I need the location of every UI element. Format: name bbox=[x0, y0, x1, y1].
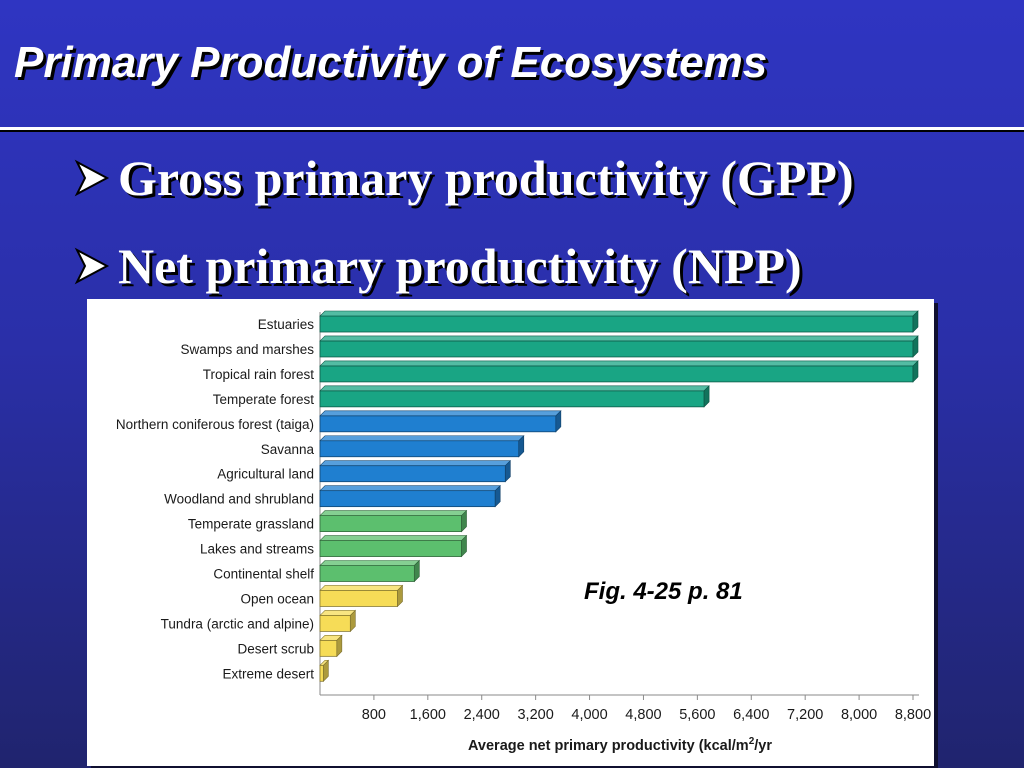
arrow-bullet-icon bbox=[74, 159, 110, 197]
bar-1-side bbox=[912, 335, 919, 358]
bar-10-side bbox=[414, 559, 420, 583]
category-label-11: Open ocean bbox=[240, 591, 314, 606]
bar-13 bbox=[319, 639, 338, 657]
bar-7-side bbox=[494, 484, 501, 508]
x-tick-label-2: 2,400 bbox=[464, 707, 500, 723]
x-tick-label-1: 1,600 bbox=[410, 707, 446, 723]
bullet-npp: Net primary productivity (NPP) bbox=[72, 238, 802, 294]
x-tick-label-5: 4,800 bbox=[625, 707, 661, 723]
x-tick-label-8: 7,200 bbox=[787, 707, 823, 723]
bar-3-side bbox=[703, 385, 710, 408]
x-tick-label-10: 8,800 bbox=[895, 707, 931, 723]
bar-10-top bbox=[319, 560, 421, 566]
category-label-0: Estuaries bbox=[258, 317, 315, 332]
bar-5-top bbox=[319, 435, 525, 442]
category-label-4: Northern coniferous forest (taiga) bbox=[116, 417, 314, 432]
x-tick-label-4: 4,000 bbox=[571, 707, 607, 723]
bullet-gpp: Gross primary productivity (GPP) bbox=[72, 150, 854, 206]
x-tick-label-7: 6,400 bbox=[733, 707, 769, 723]
bar-9-top bbox=[319, 535, 468, 541]
bar-2 bbox=[319, 365, 914, 383]
bar-13-side bbox=[336, 634, 343, 658]
x-axis-title: Average net primary productivity (kcal/m… bbox=[468, 736, 772, 754]
bar-4-side bbox=[555, 410, 562, 433]
arrow-bullet-icon bbox=[74, 247, 110, 285]
bar-4 bbox=[319, 415, 557, 433]
bar-3-top bbox=[319, 385, 710, 392]
bar-8 bbox=[319, 515, 462, 533]
category-label-12: Tundra (arctic and alpine) bbox=[161, 616, 314, 631]
category-label-8: Temperate grassland bbox=[188, 517, 314, 532]
bar-10 bbox=[319, 565, 415, 582]
bar-12-side bbox=[350, 609, 356, 633]
x-tick-label-6: 5,600 bbox=[679, 707, 715, 723]
bar-7 bbox=[319, 490, 496, 508]
bar-3 bbox=[319, 390, 705, 408]
bar-2-top bbox=[319, 360, 919, 367]
bar-12 bbox=[319, 614, 351, 632]
category-label-14: Extreme desert bbox=[222, 666, 314, 681]
npp-bar-chart: Estuaries Swamps and marshes Tropical rain… bbox=[116, 310, 931, 754]
bar-5-side bbox=[518, 435, 525, 458]
bar-11-top bbox=[319, 585, 404, 591]
bar-12-top bbox=[319, 610, 357, 616]
title-divider bbox=[0, 127, 1024, 130]
bar-0-top bbox=[319, 310, 919, 317]
bar-8-top bbox=[319, 510, 468, 516]
bar-14 bbox=[319, 664, 324, 682]
bar-0 bbox=[319, 315, 914, 333]
bar-4-top bbox=[319, 410, 562, 417]
category-label-5: Savanna bbox=[261, 442, 315, 457]
category-label-7: Woodland and shrubland bbox=[164, 492, 314, 507]
bar-7-top bbox=[319, 485, 501, 491]
bar-0-side bbox=[912, 310, 919, 333]
slide-title: Primary Productivity of Ecosystems bbox=[14, 38, 768, 87]
bar-1-top bbox=[319, 335, 919, 342]
category-label-6: Agricultural land bbox=[217, 467, 314, 482]
x-tick-label-0: 800 bbox=[362, 707, 386, 723]
category-label-10: Continental shelf bbox=[213, 567, 314, 582]
figure-reference: Fig. 4-25 p. 81 bbox=[584, 578, 743, 605]
bar-6-side bbox=[505, 459, 511, 483]
bar-14-side bbox=[323, 659, 329, 683]
bar-1 bbox=[319, 340, 914, 358]
x-tick-label-3: 3,200 bbox=[517, 707, 553, 723]
bar-9 bbox=[319, 540, 462, 557]
bar-2-side bbox=[912, 360, 919, 383]
bar-8-side bbox=[461, 509, 467, 533]
bullet-gpp-text: Gross primary productivity (GPP) bbox=[118, 150, 854, 206]
bar-6-top bbox=[319, 460, 512, 466]
bullet-npp-text: Net primary productivity (NPP) bbox=[118, 238, 802, 294]
npp-bar-chart-panel: Estuaries Swamps and marshes Tropical rain… bbox=[87, 299, 934, 766]
bar-11 bbox=[319, 590, 398, 607]
bar-9-side bbox=[461, 534, 467, 558]
bar-5 bbox=[319, 440, 520, 458]
bar-6 bbox=[319, 465, 506, 483]
bar-11-side bbox=[397, 584, 403, 608]
x-tick-label-9: 8,000 bbox=[841, 707, 877, 723]
category-label-13: Desert scrub bbox=[237, 641, 314, 656]
category-label-3: Temperate forest bbox=[213, 392, 315, 407]
category-label-1: Swamps and marshes bbox=[180, 342, 314, 357]
category-label-2: Tropical rain forest bbox=[203, 367, 315, 382]
category-label-9: Lakes and streams bbox=[200, 542, 314, 557]
